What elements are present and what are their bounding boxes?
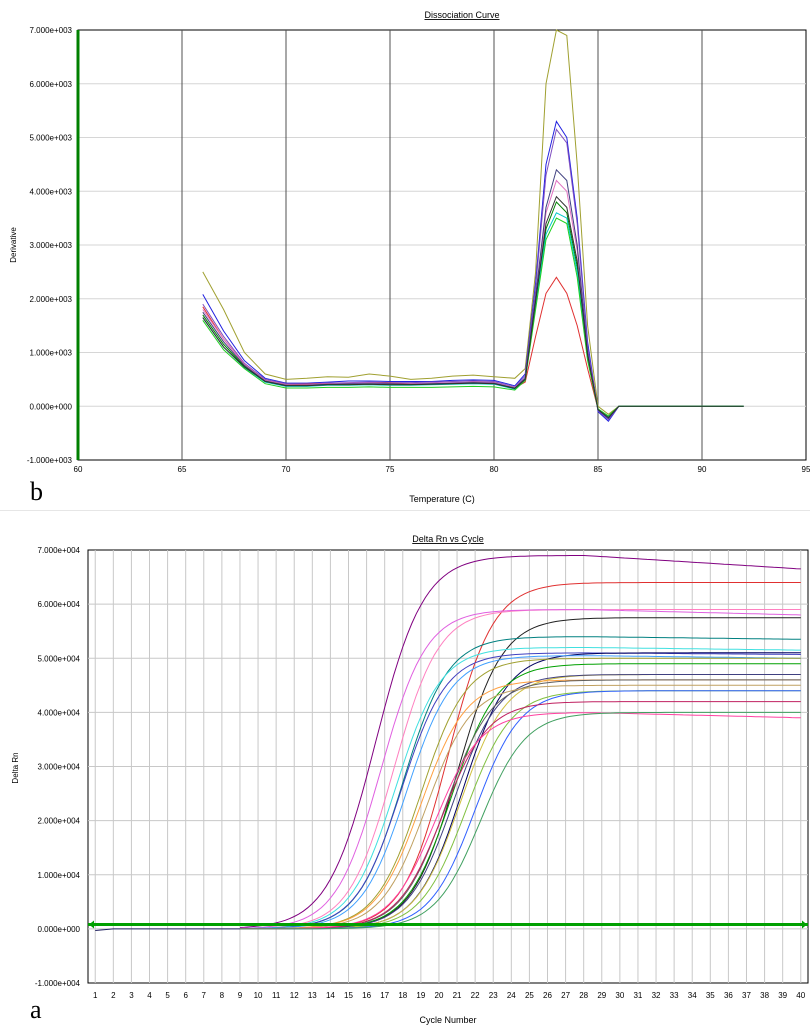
- x-tick-label: 8: [220, 991, 225, 1000]
- x-tick-label: 65: [178, 465, 187, 474]
- panel-separator: [0, 510, 810, 519]
- amplification-curve: [239, 609, 801, 929]
- y-tick-label: 0.000e+000: [30, 402, 73, 411]
- y-tick-label: 7.000e+003: [30, 26, 73, 35]
- panel-label-a: a: [30, 995, 42, 1024]
- y-tick-label: 1.000e+003: [30, 349, 73, 358]
- y-axis-label: Derivative: [9, 227, 18, 263]
- y-tick-label: 4.000e+004: [38, 708, 81, 717]
- amplification-curve: [239, 555, 801, 928]
- x-tick-label: 19: [416, 991, 425, 1000]
- y-tick-label: 0.000e+000: [38, 925, 81, 934]
- x-tick-label: 6: [183, 991, 188, 1000]
- x-tick-label: 3: [129, 991, 134, 1000]
- x-tick-label: 34: [688, 991, 697, 1000]
- x-axis-label: Cycle Number: [419, 1015, 476, 1025]
- y-tick-label: 1.000e+004: [38, 871, 81, 880]
- x-tick-label: 9: [238, 991, 243, 1000]
- delta-rn-vs-cycle-chart: -1.000e+004 0.000e+000 1.000e+004 2.000e+00…: [11, 534, 809, 1025]
- x-tick-label: 29: [597, 991, 606, 1000]
- series-line: [202, 195, 744, 419]
- x-tick-label: 85: [594, 465, 603, 474]
- x-tick-label: 28: [579, 991, 588, 1000]
- x-tick-label: 7: [202, 991, 207, 1000]
- y-tick-label: 5.000e+003: [30, 134, 73, 143]
- amplification-curve: [240, 712, 801, 930]
- x-tick-label: 95: [802, 465, 810, 474]
- x-tick-label: 5: [165, 991, 170, 1000]
- x-tick-label: 33: [670, 991, 679, 1000]
- amplification-curve: [240, 655, 801, 930]
- x-tick-label: 75: [386, 465, 395, 474]
- y-tick-label: 6.000e+003: [30, 80, 73, 89]
- x-tick-label: 60: [74, 465, 83, 474]
- x-tick-label: 25: [525, 991, 534, 1000]
- y-tick-label: 3.000e+003: [30, 241, 73, 250]
- x-tick-label: 90: [698, 465, 707, 474]
- x-tick-label: 37: [742, 991, 751, 1000]
- dissociation-curve-chart: -1.000e+003 0.000e+000 1.000e+003 2.000e+00…: [9, 10, 810, 506]
- y-tick-label: 7.000e+004: [38, 546, 81, 555]
- y-tick-label: 6.000e+004: [38, 600, 81, 609]
- x-tick-label: 35: [706, 991, 715, 1000]
- chart-title: Delta Rn vs Cycle: [412, 534, 484, 544]
- chart-title: Dissociation Curve: [424, 10, 499, 20]
- x-tick-label: 39: [778, 991, 787, 1000]
- x-tick-label: 38: [760, 991, 769, 1000]
- x-tick-label: 13: [308, 991, 317, 1000]
- amplification-curve: [239, 647, 801, 930]
- x-tick-label: 16: [362, 991, 371, 1000]
- x-tick-label: 17: [380, 991, 389, 1000]
- x-tick-label: 36: [724, 991, 733, 1000]
- x-tick-label: 4: [147, 991, 152, 1000]
- y-tick-label: 4.000e+003: [30, 187, 73, 196]
- x-tick-label: 22: [471, 991, 480, 1000]
- y-tick-label: -1.000e+004: [35, 979, 81, 988]
- x-tick-label: 2: [111, 991, 116, 1000]
- x-tick-label: 80: [490, 465, 499, 474]
- x-tick-label: 18: [398, 991, 407, 1000]
- delta-rn-vs-cycle-panel: -1.000e+004 0.000e+000 1.000e+004 2.000e+00…: [0, 518, 810, 1029]
- x-tick-label: 30: [615, 991, 624, 1000]
- x-tick-label: 26: [543, 991, 552, 1000]
- dissociation-curve-panel: -1.000e+003 0.000e+000 1.000e+003 2.000e+00…: [0, 0, 810, 510]
- x-tick-label: 23: [489, 991, 498, 1000]
- y-axis-label: Delta Rn: [11, 752, 20, 783]
- y-tick-label: 2.000e+003: [30, 295, 73, 304]
- x-tick-label: 10: [254, 991, 263, 1000]
- x-tick-label: 1: [93, 991, 98, 1000]
- x-tick-label: 20: [435, 991, 444, 1000]
- amplification-curve: [240, 711, 801, 930]
- baseline-segment: [95, 928, 240, 931]
- amplification-curve: [239, 652, 801, 930]
- x-tick-label: 12: [290, 991, 299, 1000]
- x-tick-label: 31: [633, 991, 642, 1000]
- y-tick-label: 3.000e+004: [38, 763, 81, 772]
- threshold-handle-left: [89, 920, 94, 929]
- y-tick-label: 5.000e+004: [38, 654, 81, 663]
- x-tick-label: 15: [344, 991, 353, 1000]
- y-tick-label: 2.000e+004: [38, 817, 81, 826]
- x-tick-label: 32: [652, 991, 661, 1000]
- x-tick-label: 27: [561, 991, 570, 1000]
- x-tick-label: 11: [272, 991, 281, 1000]
- panel-label-b: b: [30, 477, 43, 506]
- x-tick-label: 24: [507, 991, 516, 1000]
- x-tick-label: 21: [453, 991, 462, 1000]
- y-tick-label: -1.000e+003: [27, 456, 73, 465]
- x-tick-label: 40: [796, 991, 805, 1000]
- x-tick-label: 14: [326, 991, 335, 1000]
- x-axis-label: Temperature (C): [409, 494, 475, 504]
- x-tick-label: 70: [282, 465, 291, 474]
- threshold-handle-right: [802, 920, 807, 929]
